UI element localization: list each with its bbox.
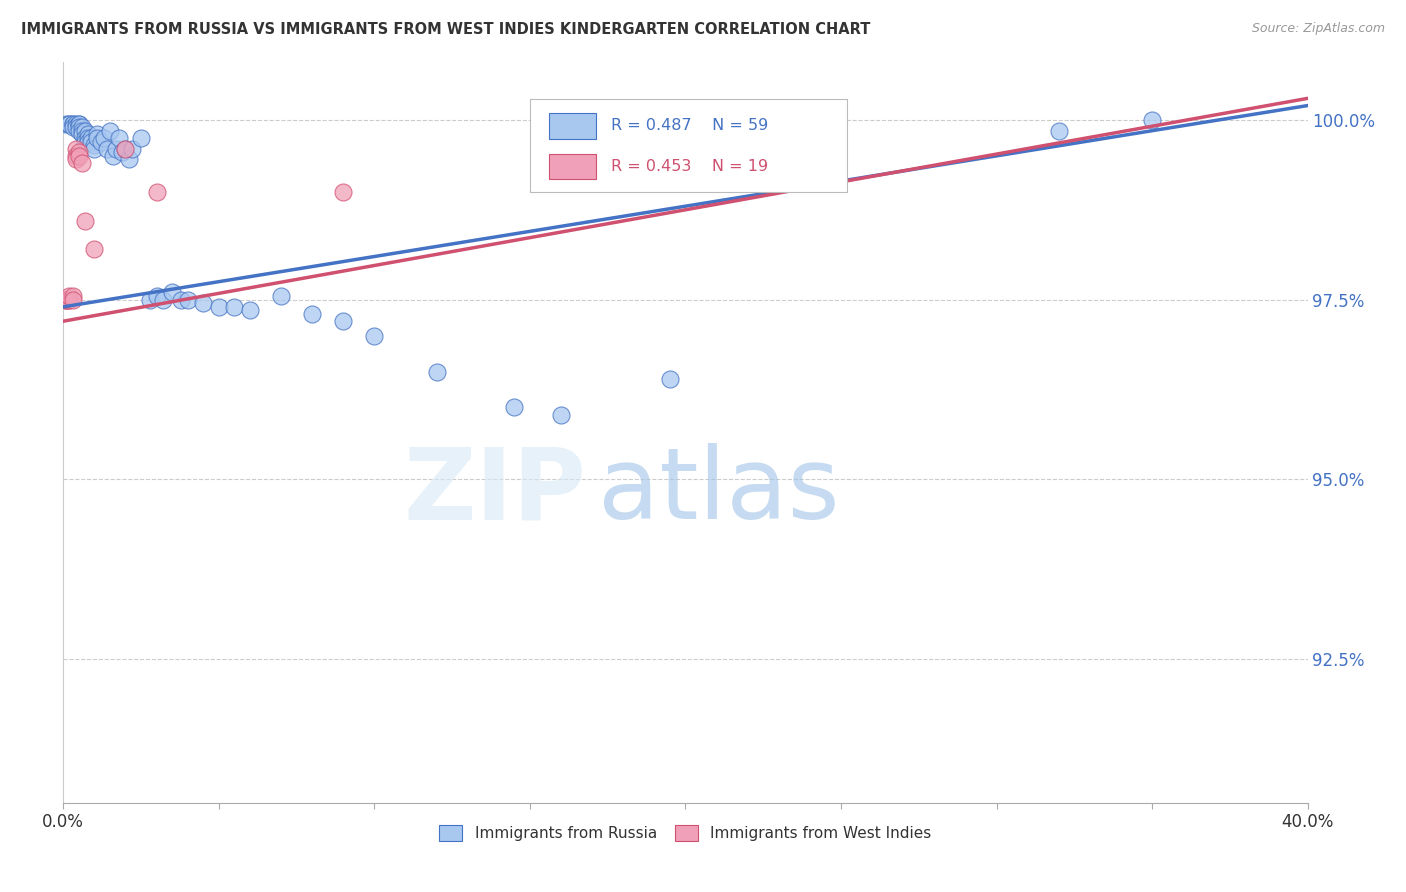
Point — [62, 289, 84, 303]
Text: Source: ZipAtlas.com: Source: ZipAtlas.com — [1251, 22, 1385, 36]
Text: atlas: atlas — [599, 443, 839, 541]
Point — [77, 128, 100, 142]
Point — [170, 293, 193, 307]
Point — [55, 293, 77, 307]
Point — [65, 153, 87, 167]
Point — [114, 142, 136, 156]
Point — [77, 135, 100, 149]
Point — [1047, 124, 1070, 138]
Point — [83, 142, 105, 156]
Point — [503, 401, 526, 415]
Text: R = 0.487    N = 59: R = 0.487 N = 59 — [610, 118, 768, 133]
Point — [426, 365, 449, 379]
Point — [270, 289, 292, 303]
Point — [65, 149, 87, 163]
Point — [65, 116, 87, 130]
Point — [160, 285, 183, 300]
Point — [145, 185, 167, 199]
Point — [80, 131, 103, 145]
Point — [55, 293, 77, 307]
Point — [70, 128, 93, 142]
Point — [121, 142, 143, 156]
Point — [70, 156, 93, 170]
Point — [77, 131, 100, 145]
Point — [58, 293, 80, 307]
Point — [550, 408, 572, 422]
Text: IMMIGRANTS FROM RUSSIA VS IMMIGRANTS FROM WEST INDIES KINDERGARTEN CORRELATION C: IMMIGRANTS FROM RUSSIA VS IMMIGRANTS FRO… — [21, 22, 870, 37]
Point — [98, 124, 121, 138]
Point — [193, 296, 215, 310]
Point — [58, 289, 80, 303]
Point — [177, 293, 200, 307]
Point — [239, 303, 262, 318]
Point — [62, 293, 84, 307]
Point — [224, 300, 246, 314]
Point — [658, 372, 681, 386]
Point — [117, 153, 139, 167]
Point — [55, 293, 77, 307]
Point — [101, 149, 124, 163]
Point — [67, 116, 90, 130]
Point — [332, 314, 354, 328]
Point — [70, 124, 93, 138]
Point — [145, 289, 167, 303]
Point — [73, 124, 96, 138]
Point — [67, 145, 90, 160]
Point — [152, 293, 174, 307]
Point — [105, 142, 128, 156]
Point — [139, 293, 162, 307]
Point — [114, 142, 136, 156]
Legend: Immigrants from Russia, Immigrants from West Indies: Immigrants from Russia, Immigrants from … — [433, 819, 938, 847]
Point — [80, 135, 103, 149]
Point — [65, 142, 87, 156]
Point — [73, 131, 96, 145]
Point — [73, 213, 96, 227]
Point — [90, 135, 112, 149]
Point — [96, 142, 118, 156]
Point — [332, 185, 354, 199]
Point — [67, 120, 90, 135]
Point — [83, 138, 105, 153]
Point — [58, 293, 80, 307]
Point — [1140, 112, 1163, 127]
Point — [65, 120, 87, 135]
Point — [93, 131, 115, 145]
Point — [208, 300, 231, 314]
Point — [58, 116, 80, 130]
Point — [55, 116, 77, 130]
Point — [108, 131, 131, 145]
Point — [67, 124, 90, 138]
Point — [83, 243, 105, 257]
Point — [67, 149, 90, 163]
Text: ZIP: ZIP — [404, 443, 586, 541]
Point — [67, 116, 90, 130]
Point — [62, 120, 84, 135]
Point — [129, 131, 152, 145]
Text: R = 0.453    N = 19: R = 0.453 N = 19 — [610, 159, 768, 174]
Point — [86, 128, 108, 142]
Point — [86, 131, 108, 145]
Point — [111, 145, 134, 160]
Point — [301, 307, 323, 321]
Point — [70, 120, 93, 135]
FancyBboxPatch shape — [548, 153, 596, 179]
Point — [73, 135, 96, 149]
FancyBboxPatch shape — [530, 99, 848, 192]
Point — [62, 116, 84, 130]
Point — [58, 116, 80, 130]
Point — [62, 116, 84, 130]
FancyBboxPatch shape — [548, 112, 596, 138]
Point — [363, 328, 385, 343]
